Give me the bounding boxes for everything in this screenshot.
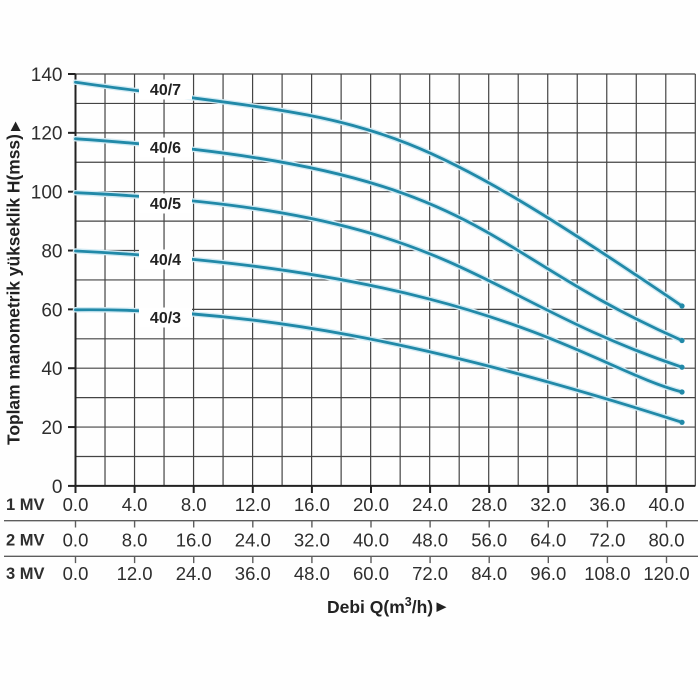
- svg-text:0.0: 0.0: [63, 563, 89, 584]
- svg-text:36.0: 36.0: [235, 563, 271, 584]
- svg-text:32.0: 32.0: [530, 494, 566, 515]
- svg-text:1 MV: 1 MV: [6, 496, 45, 514]
- svg-text:16.0: 16.0: [294, 494, 330, 515]
- svg-text:24.0: 24.0: [412, 494, 448, 515]
- svg-text:8.0: 8.0: [122, 530, 148, 551]
- svg-text:8.0: 8.0: [181, 494, 207, 515]
- svg-text:84.0: 84.0: [471, 563, 507, 584]
- svg-text:120: 120: [31, 124, 63, 145]
- svg-text:28.0: 28.0: [471, 494, 507, 515]
- svg-text:40/6: 40/6: [150, 140, 181, 157]
- svg-text:40/4: 40/4: [150, 252, 181, 269]
- svg-text:140: 140: [31, 65, 63, 86]
- svg-text:40/7: 40/7: [150, 82, 181, 99]
- svg-text:Toplam manometrik yükseklik H(: Toplam manometrik yükseklik H(mss): [4, 134, 24, 445]
- svg-text:40/5: 40/5: [150, 196, 181, 213]
- svg-text:20.0: 20.0: [353, 494, 389, 515]
- svg-text:40.0: 40.0: [353, 530, 389, 551]
- svg-text:32.0: 32.0: [294, 530, 330, 551]
- svg-text:108.0: 108.0: [584, 563, 630, 584]
- svg-text:48.0: 48.0: [294, 563, 330, 584]
- svg-text:60.0: 60.0: [353, 563, 389, 584]
- svg-text:100: 100: [31, 183, 63, 204]
- svg-text:40: 40: [41, 359, 62, 380]
- svg-text:3 MV: 3 MV: [6, 565, 45, 583]
- svg-text:12.0: 12.0: [235, 494, 271, 515]
- svg-text:0.0: 0.0: [63, 530, 89, 551]
- svg-text:72.0: 72.0: [589, 530, 625, 551]
- svg-text:64.0: 64.0: [530, 530, 566, 551]
- svg-text:48.0: 48.0: [412, 530, 448, 551]
- svg-text:72.0: 72.0: [412, 563, 448, 584]
- svg-text:56.0: 56.0: [471, 530, 507, 551]
- svg-text:24.0: 24.0: [235, 530, 271, 551]
- svg-text:Debi Q(m3/h): Debi Q(m3/h): [327, 595, 433, 617]
- svg-text:2 MV: 2 MV: [6, 532, 45, 550]
- svg-text:12.0: 12.0: [117, 563, 153, 584]
- svg-text:40.0: 40.0: [648, 494, 684, 515]
- svg-text:120.0: 120.0: [643, 563, 689, 584]
- svg-text:40/3: 40/3: [150, 310, 181, 327]
- svg-text:4.0: 4.0: [122, 494, 148, 515]
- svg-text:0.0: 0.0: [63, 494, 89, 515]
- svg-text:80: 80: [41, 241, 62, 262]
- svg-text:80.0: 80.0: [648, 530, 684, 551]
- svg-text:0: 0: [52, 477, 63, 498]
- svg-text:96.0: 96.0: [530, 563, 566, 584]
- svg-text:20: 20: [41, 418, 62, 439]
- svg-text:16.0: 16.0: [176, 530, 212, 551]
- svg-text:36.0: 36.0: [589, 494, 625, 515]
- svg-text:60: 60: [41, 300, 62, 321]
- svg-text:24.0: 24.0: [176, 563, 212, 584]
